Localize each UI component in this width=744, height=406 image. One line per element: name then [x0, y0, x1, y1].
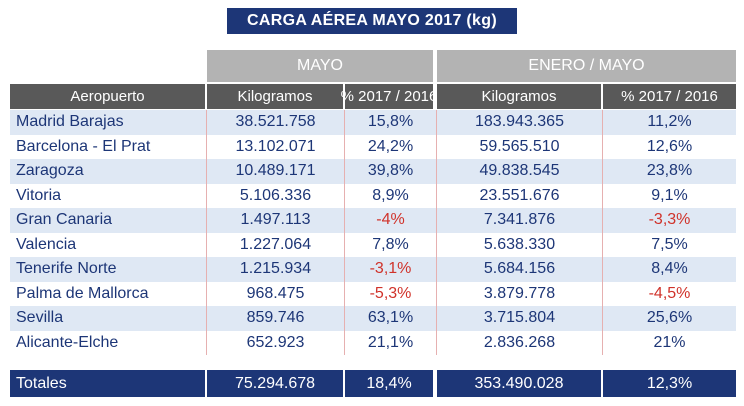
table-cell: 968.475 — [207, 281, 345, 306]
column-header: % 2017 / 2016 — [341, 84, 437, 109]
table-cell: Palma de Mallorca — [10, 281, 207, 306]
table-cell: 859.746 — [207, 306, 345, 331]
row-background — [10, 232, 736, 257]
table-cell: 23.551.676 — [437, 183, 603, 208]
table-cell: 5.638.330 — [437, 232, 603, 257]
table-cell: 7.341.876 — [437, 208, 603, 233]
column-header: Aeropuerto — [10, 84, 205, 109]
total-cell: 12,3% — [603, 370, 736, 397]
table-cell: 652.923 — [207, 330, 345, 355]
table-cell: 3.879.778 — [437, 281, 603, 306]
table-cell: Sevilla — [10, 306, 207, 331]
table-cell: 1.227.064 — [207, 232, 345, 257]
table-cell: 7,8% — [345, 232, 437, 257]
table-cell: 39,8% — [345, 159, 437, 184]
table-cell: Barcelona - El Prat — [10, 134, 207, 159]
row-background — [10, 183, 736, 208]
row-background — [10, 281, 736, 306]
group-header: ENERO / MAYO — [437, 50, 736, 82]
table-cell: -4% — [345, 208, 437, 233]
table-cell: 183.943.365 — [437, 110, 603, 135]
table-cell: Valencia — [10, 232, 207, 257]
table-cell: -5,3% — [345, 281, 437, 306]
column-header: % 2017 / 2016 — [603, 84, 736, 109]
row-background — [10, 306, 736, 331]
table-cell: 5.684.156 — [437, 257, 603, 282]
table-cell: 8,4% — [651, 260, 688, 278]
table-cell: 8,9% — [345, 183, 437, 208]
row-background — [10, 257, 736, 282]
table-cell: 1.497.113 — [207, 208, 345, 233]
table-cell: 3.715.804 — [437, 306, 603, 331]
table-cell: Tenerife Norte — [10, 257, 207, 282]
table-cell: 21,1% — [345, 330, 437, 355]
table-cell: 9,1% — [651, 186, 688, 204]
table-cell: Alicante-Elche — [10, 330, 207, 355]
table-cell: 63,1% — [345, 306, 437, 331]
table-cell: Madrid Barajas — [10, 110, 207, 135]
row-background — [10, 110, 736, 135]
table-cell: 59.565.510 — [437, 134, 603, 159]
table-cell: 5.106.336 — [207, 183, 345, 208]
table-cell: 13.102.071 — [207, 134, 345, 159]
group-header: MAYO — [207, 50, 433, 82]
table-cell: 7,5% — [651, 235, 688, 253]
table-title: CARGA AÉREA MAYO 2017 (kg) — [227, 8, 517, 34]
table-cell: 38.521.758 — [207, 110, 345, 135]
total-cell: 353.490.028 — [437, 370, 601, 397]
table-cell: 24,2% — [345, 134, 437, 159]
table-cell: -3,1% — [345, 257, 437, 282]
table-cell: -3,3% — [648, 211, 691, 229]
table-cell: -4,5% — [648, 284, 691, 302]
table-cell: Zaragoza — [10, 159, 207, 184]
table-cell: 49.838.545 — [437, 159, 603, 184]
total-cell: 75.294.678 — [207, 370, 343, 397]
table-cell: 1.215.934 — [207, 257, 345, 282]
table-cell: 10.489.171 — [207, 159, 345, 184]
total-cell: Totales — [10, 370, 205, 397]
table-cell: 2.836.268 — [437, 330, 603, 355]
table-cell: 11,2% — [647, 113, 692, 131]
table-cell: 12,6% — [646, 137, 693, 155]
column-header: Kilogramos — [207, 84, 343, 109]
table-cell: Vitoria — [10, 183, 207, 208]
table-cell: 15,8% — [345, 110, 437, 135]
row-background — [10, 134, 736, 159]
table-cell: Gran Canaria — [10, 208, 207, 233]
table-cell: 21% — [653, 333, 686, 351]
row-background — [10, 159, 736, 184]
column-header: Kilogramos — [437, 84, 601, 109]
row-background — [10, 208, 736, 233]
table-cell: 25,6% — [646, 309, 693, 327]
total-cell: 18,4% — [345, 370, 433, 397]
row-background — [10, 330, 736, 355]
table-cell: 23,8% — [646, 162, 693, 180]
